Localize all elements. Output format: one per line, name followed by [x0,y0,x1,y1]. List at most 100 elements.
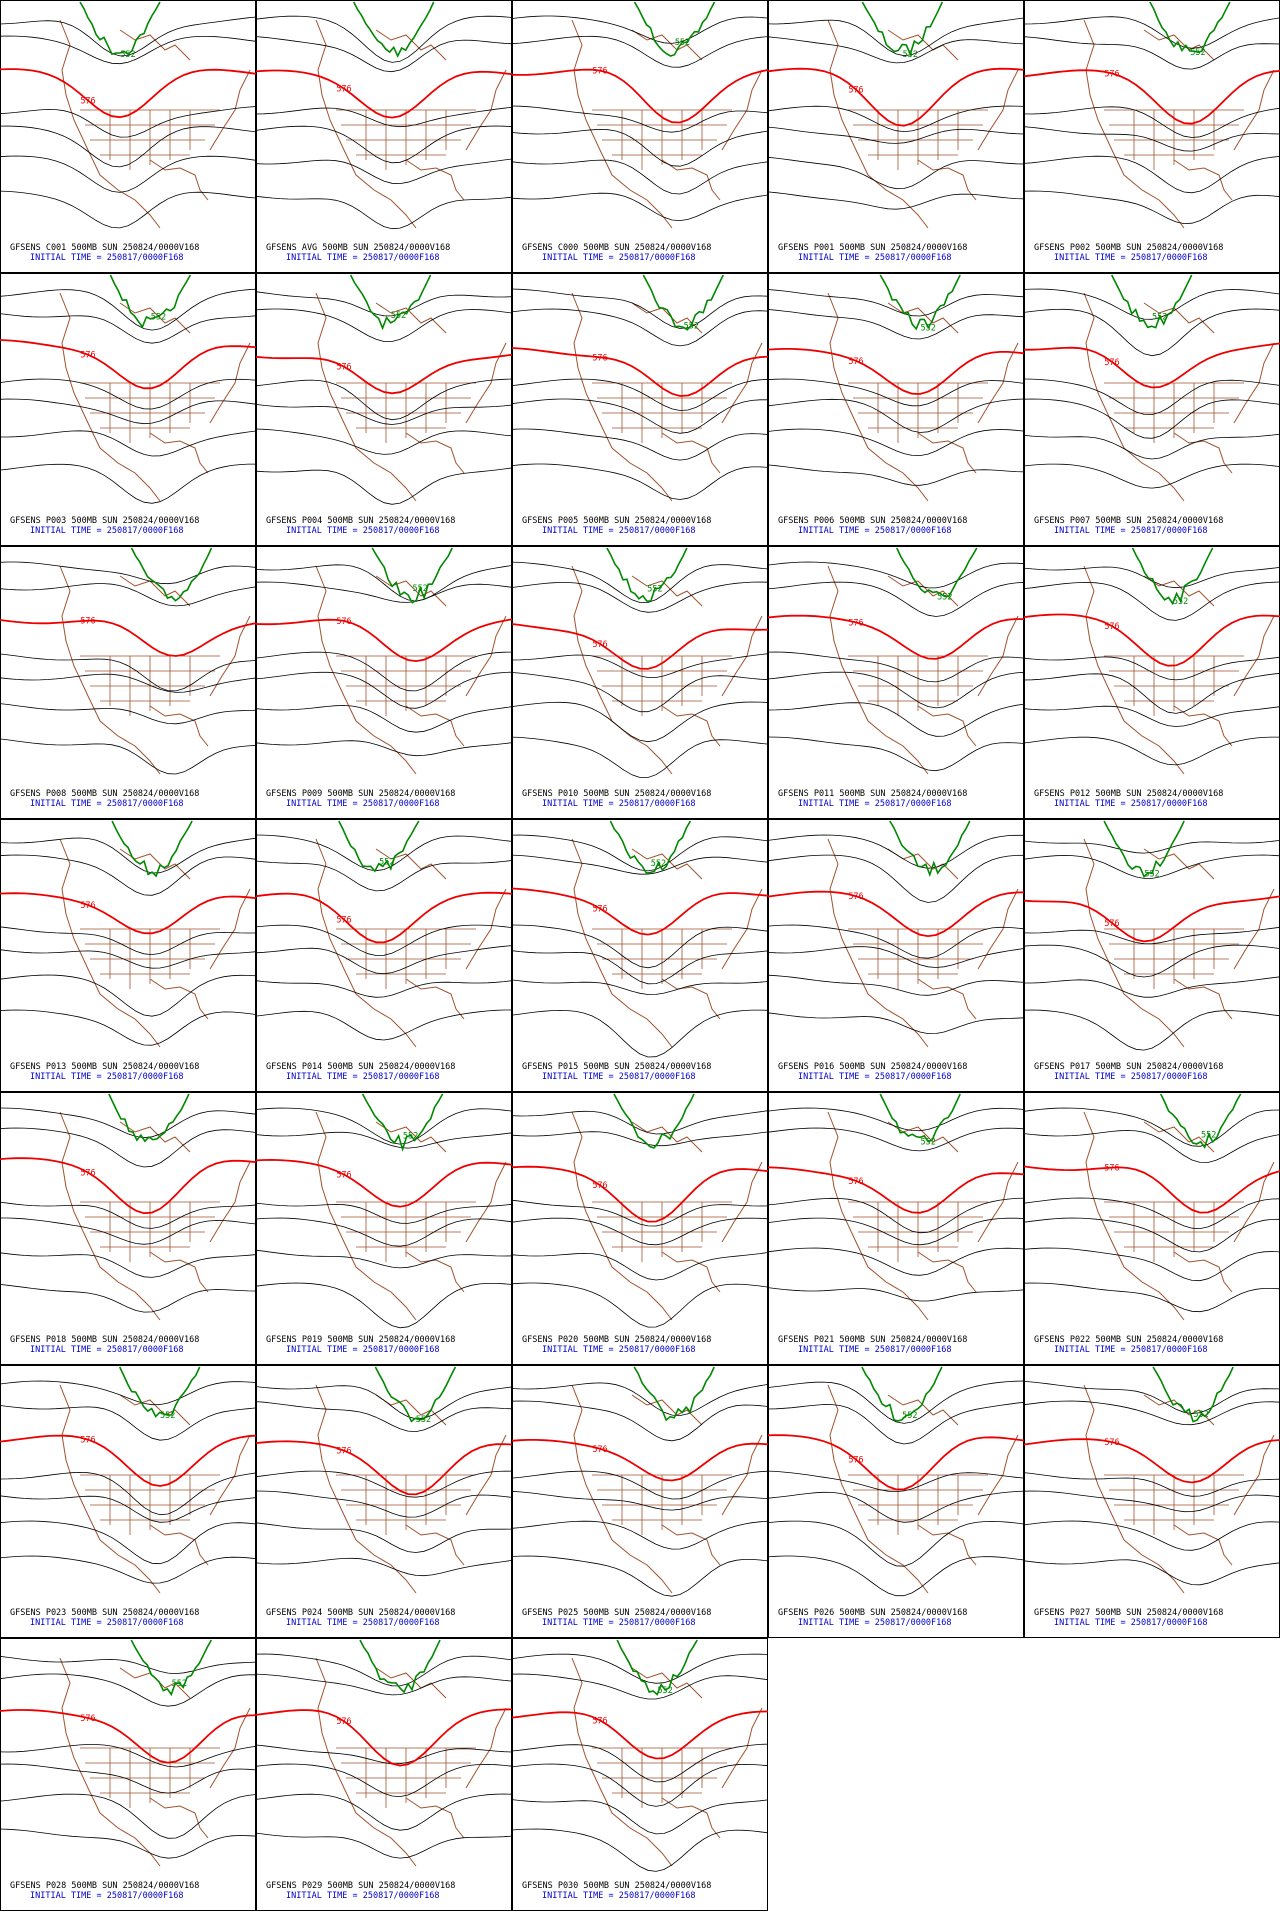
contour-label: 576 [1104,919,1119,929]
height-contour [0,288,257,331]
height-contour [255,404,513,425]
initial-time: INITIAL TIME = 250817/0000F168 [542,1345,696,1355]
map-panel: 576 GFSENS AVG 500MB SUN 250824/0000V168I… [255,0,513,273]
height-contour [0,1828,257,1859]
state-borders [336,655,476,716]
height-contour [0,106,257,138]
map-panel: 576 552 GFSENS P010 500MB SUN 250824/0000V… [511,546,769,819]
initial-time: INITIAL TIME = 250817/0000F168 [798,526,952,536]
height-contour [511,1763,769,1807]
contour-576 [511,623,769,670]
height-contour [0,1252,257,1278]
contour-label: 576 [848,892,863,902]
panel-caption: GFSENS P006 500MB SUN 250824/0000V168 [778,516,967,526]
panel-border [768,1365,1024,1638]
contour-552 [606,547,688,602]
initial-time: INITIAL TIME = 250817/0000F168 [286,253,440,263]
map-panel: 576 GFSENS P018 500MB SUN 250824/0000V168… [0,1092,257,1365]
panel-border [0,273,256,546]
panel-border [768,273,1024,546]
height-contour [767,702,1025,737]
height-contour [511,428,769,461]
contour-552 [616,1639,698,1696]
height-contour [255,1793,513,1831]
panel-border [1024,546,1280,819]
coastline [315,838,507,1048]
panel-caption: GFSENS P005 500MB SUN 250824/0000V168 [522,516,711,526]
contour-552 [642,274,725,331]
height-contour [255,1401,513,1433]
contour-576 [511,347,769,397]
height-contour [511,128,769,167]
contour-576 [255,1708,513,1767]
coastline [827,565,1019,775]
height-contour [255,860,513,892]
height-contour [511,979,769,995]
contour-552 [361,1093,444,1152]
height-contour [255,1832,513,1859]
contour-576 [0,339,257,390]
height-contour [0,1763,257,1794]
height-contour [767,1127,1025,1152]
height-contour [1023,308,1280,357]
contour-label: 576 [336,363,351,373]
height-contour [1023,1559,1280,1586]
height-contour [767,1217,1025,1246]
map-panel: 576 552 GFSENS P006 500MB SUN 250824/0000V… [767,273,1025,546]
state-borders [80,382,220,443]
height-contour [1023,1247,1280,1282]
contour-552 [613,1093,695,1149]
coastline [315,565,507,775]
panel-caption: GFSENS P008 500MB SUN 250824/0000V168 [10,789,199,799]
height-contour [511,1400,769,1442]
coastline [1083,1384,1275,1594]
state-borders [1104,382,1244,443]
contour-552 [130,1639,213,1697]
state-borders [336,109,476,170]
map-panel: 576 552 GFSENS P026 500MB SUN 250824/0000V… [767,1365,1025,1638]
state-borders [848,1474,988,1535]
map-panel: 576 552 GFSENS P021 500MB SUN 250824/0000V… [767,1092,1025,1365]
height-contour [767,156,1025,190]
height-contour [767,105,1025,133]
map-panel: 576 552 GFSENS P015 500MB SUN 250824/0000V… [511,819,769,1092]
height-contour [767,17,1025,57]
height-contour [0,463,256,504]
contour-576 [1023,1165,1280,1214]
coastline [571,565,763,775]
coastline [571,1657,763,1867]
height-contour [511,463,769,500]
panel-border [768,546,1024,819]
height-contour [255,1107,513,1145]
state-borders [848,928,988,989]
panel-caption: GFSENS P025 500MB SUN 250824/0000V168 [522,1608,711,1618]
height-contour [0,190,257,229]
panel-border [512,546,768,819]
coastline [1083,838,1275,1048]
contour-552 [108,1093,190,1143]
height-contour [0,1655,257,1675]
height-contour [511,736,769,778]
height-contour [511,308,769,347]
map-panel: 576 552 GFSENS P012 500MB SUN 250824/0000V… [1023,546,1280,819]
panel-caption: GFSENS P017 500MB SUN 250824/0000V168 [1034,1062,1223,1072]
coastline [59,1384,251,1594]
contour-label: 552 [903,50,918,60]
height-contour [0,430,257,457]
contour-552 [1131,547,1214,606]
contour-label: 576 [80,901,95,911]
panel-caption: GFSENS P012 500MB SUN 250824/0000V168 [1034,789,1223,799]
height-contour [1023,1197,1280,1230]
height-contour [0,1284,257,1313]
height-contour [255,36,513,73]
contour-576 [767,614,1025,660]
height-contour [0,1495,257,1523]
coastline [59,292,251,502]
height-contour [767,974,1025,996]
height-contour [767,126,1025,144]
height-contour [511,35,769,68]
map-panel: 576 552 GFSENS P027 500MB SUN 250824/0000V… [1023,1365,1280,1638]
contour-label: 576 [80,1714,95,1724]
coastline [59,1657,251,1867]
map-panel: 576 552 GFSENS C000 500MB SUN 250824/0000V… [511,0,769,273]
